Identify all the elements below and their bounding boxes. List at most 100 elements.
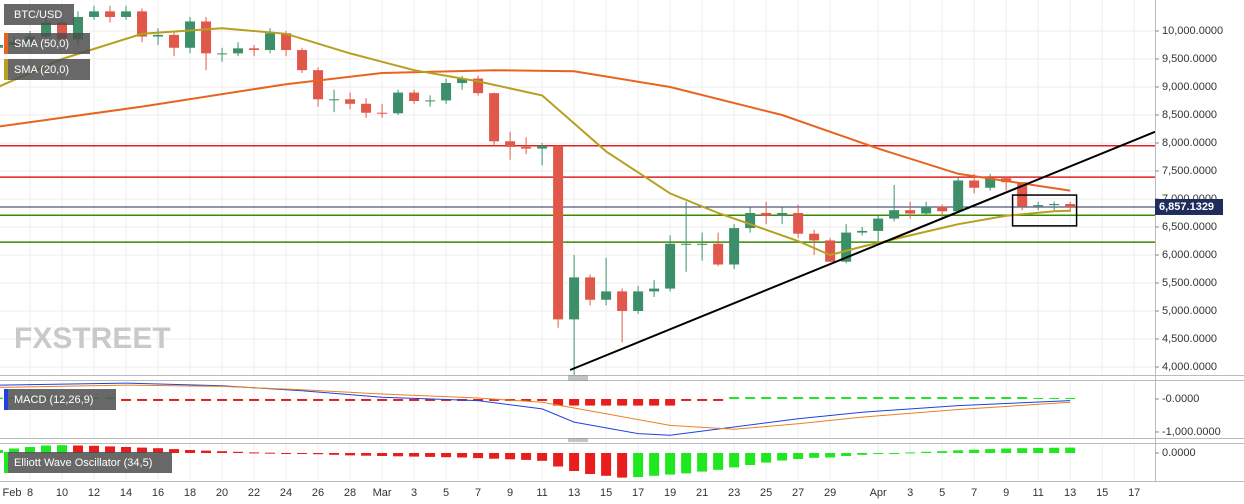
histogram-bar xyxy=(553,398,564,406)
bar xyxy=(233,451,244,453)
y-tick-label: 4,500.0000 xyxy=(1162,333,1217,345)
histogram-bar xyxy=(681,398,692,401)
candle-body xyxy=(185,21,196,48)
x-tick-label: 3 xyxy=(907,487,913,499)
histogram-bar xyxy=(1017,397,1028,399)
bar xyxy=(361,453,372,456)
labels: Feb 8 10 12 14 16 18 20 22 24 26 28 Mar 3 5 7 9 11 13 15 17 1… xyxy=(3,4,1223,499)
x-tick-label: 17 xyxy=(1128,487,1140,499)
candle-body xyxy=(137,11,148,37)
bar xyxy=(537,453,548,461)
histogram-bar xyxy=(793,397,804,399)
histogram-bar xyxy=(745,397,756,399)
bar xyxy=(825,453,836,458)
y-tick-label: 4,000.0000 xyxy=(1162,361,1217,373)
x-tick-label: 7 xyxy=(971,487,977,499)
candle-body xyxy=(297,50,308,71)
bar xyxy=(201,450,212,453)
x-tick-label: 23 xyxy=(728,487,740,499)
bar xyxy=(505,453,516,460)
candle-body xyxy=(457,78,468,84)
candle-body xyxy=(473,78,484,94)
bar xyxy=(729,453,740,468)
bar xyxy=(313,453,324,455)
bar xyxy=(137,447,148,453)
x-tick-label: 18 xyxy=(184,487,196,499)
bar xyxy=(345,453,356,456)
x-tick-label: 7 xyxy=(475,487,481,499)
histogram-bar xyxy=(601,398,612,406)
bar xyxy=(57,445,68,453)
histogram-bar xyxy=(665,398,676,406)
histogram-bar xyxy=(921,397,932,399)
bar xyxy=(377,453,388,456)
histogram-bar xyxy=(489,398,500,401)
candle-body xyxy=(793,212,804,234)
x-tick-label: Mar xyxy=(373,487,392,499)
candle-body xyxy=(665,243,676,289)
histogram-bar xyxy=(361,398,372,401)
histogram-bar xyxy=(121,398,132,401)
histogram-bar xyxy=(249,398,260,401)
y-tick-label: 5,500.0000 xyxy=(1162,277,1217,289)
candle-body xyxy=(41,22,52,37)
candle-body xyxy=(505,141,516,147)
histogram-bar xyxy=(1049,397,1060,399)
histogram-bar xyxy=(537,398,548,401)
bar xyxy=(889,453,900,454)
legend-label: SMA (20,0) xyxy=(14,64,69,76)
histogram-bar xyxy=(857,397,868,399)
bar xyxy=(681,453,692,474)
candle-body xyxy=(0,44,3,48)
trendline xyxy=(569,130,1155,371)
bar xyxy=(777,453,788,461)
histogram-bar xyxy=(777,397,788,399)
bar xyxy=(569,453,580,471)
legend-swatch xyxy=(4,452,8,473)
histogram-bar xyxy=(649,398,660,406)
bar xyxy=(617,453,628,478)
candle-body xyxy=(57,22,68,40)
candle-body xyxy=(217,53,228,55)
candle-body xyxy=(953,180,964,212)
candle-body xyxy=(617,291,628,311)
bar xyxy=(761,453,772,463)
x-tick-label: 14 xyxy=(120,487,132,499)
histogram-bar xyxy=(345,398,356,401)
bar xyxy=(697,453,708,472)
bar xyxy=(921,451,932,453)
x-tick-label: 12 xyxy=(88,487,100,499)
x-tick-label: 3 xyxy=(411,487,417,499)
legend-label: Elliott Wave Oscillator (34,5) xyxy=(14,457,152,469)
candle-body xyxy=(745,212,756,229)
candle-body xyxy=(649,288,660,292)
histogram-bar xyxy=(905,397,916,399)
histogram-bar xyxy=(377,398,388,401)
candle-body xyxy=(937,206,948,212)
candle-body xyxy=(553,145,564,320)
bar xyxy=(1001,448,1012,453)
histogram-bar xyxy=(521,398,532,401)
bar xyxy=(425,453,436,457)
histogram-bar xyxy=(233,398,244,401)
histogram-bar xyxy=(217,398,228,401)
x-tick-label: 19 xyxy=(664,487,676,499)
x-tick-label: 5 xyxy=(443,487,449,499)
candle-body xyxy=(361,103,372,113)
bar xyxy=(121,447,132,453)
legend-box xyxy=(4,4,74,25)
candle-body xyxy=(601,291,612,300)
bar xyxy=(265,452,276,454)
candle-body xyxy=(905,210,916,214)
candle-body xyxy=(537,145,548,149)
price-panel: FXSTREET xyxy=(0,5,1155,375)
bar xyxy=(0,450,3,453)
y-tick-label: 5,000.0000 xyxy=(1162,305,1217,317)
histogram-bar xyxy=(825,397,836,399)
histogram-bar xyxy=(633,398,644,406)
bar xyxy=(905,452,916,454)
y-tick-label: 7,500.0000 xyxy=(1162,165,1217,177)
bar xyxy=(601,453,612,476)
histogram-bar xyxy=(1033,397,1044,399)
y-tick-label: 6,000.0000 xyxy=(1162,249,1217,261)
